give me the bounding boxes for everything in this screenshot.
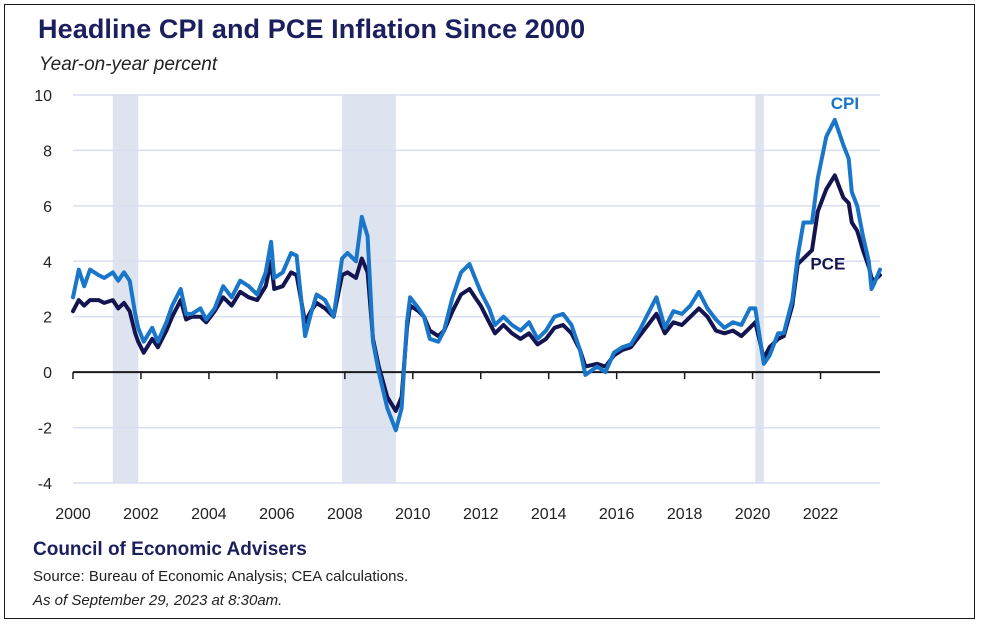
x-tick-label: 2006 [259, 506, 295, 523]
x-tick-label: 2008 [327, 506, 363, 523]
x-tick-label: 2018 [667, 506, 703, 523]
cpi-series-line [71, 117, 882, 433]
y-tick-label: 8 [43, 143, 52, 160]
y-tick-label: 2 [43, 310, 52, 327]
recession-band-0 [112, 95, 139, 483]
footer-source: Source: Bureau of Economic Analysis; CEA… [33, 568, 409, 585]
x-tick-label: 2012 [463, 506, 499, 523]
y-tick-label: 4 [43, 254, 52, 271]
series-labels: CPI PCE [810, 94, 859, 274]
pce-series-label: PCE [810, 255, 845, 274]
recession-shading [112, 95, 764, 483]
y-tick-label: 0 [43, 365, 52, 382]
y-tick-label: 10 [34, 88, 52, 105]
x-tick-label: 2002 [123, 506, 159, 523]
recession-band-2 [755, 95, 764, 483]
y-tick-label: 6 [43, 199, 52, 216]
footer-org: Council of Economic Advisers [33, 539, 307, 560]
footer-as-of: As of September 29, 2023 at 8:30am. [33, 592, 283, 609]
x-tick-label: 2000 [55, 506, 91, 523]
cpi-series-label: CPI [831, 94, 859, 113]
x-tick-label: 2016 [599, 506, 635, 523]
series-lines [71, 117, 882, 433]
chart-subtitle: Year-on-year percent [39, 54, 218, 75]
x-tick-label: 2004 [191, 506, 227, 523]
y-tick-label: -2 [38, 421, 52, 438]
axes: -4 -2 0 2 4 6 8 10 2000 2002 2004 2006 2008 2010 2012 2… [34, 88, 880, 523]
x-tick-label: 2014 [531, 506, 567, 523]
x-tick-label: 2010 [395, 506, 431, 523]
chart-title: Headline CPI and PCE Inflation Since 200… [38, 14, 586, 44]
y-tick-label: -4 [38, 476, 52, 493]
x-tick-label: 2020 [735, 506, 771, 523]
x-tick-label: 2022 [803, 506, 839, 523]
pce-series-line [71, 173, 882, 413]
